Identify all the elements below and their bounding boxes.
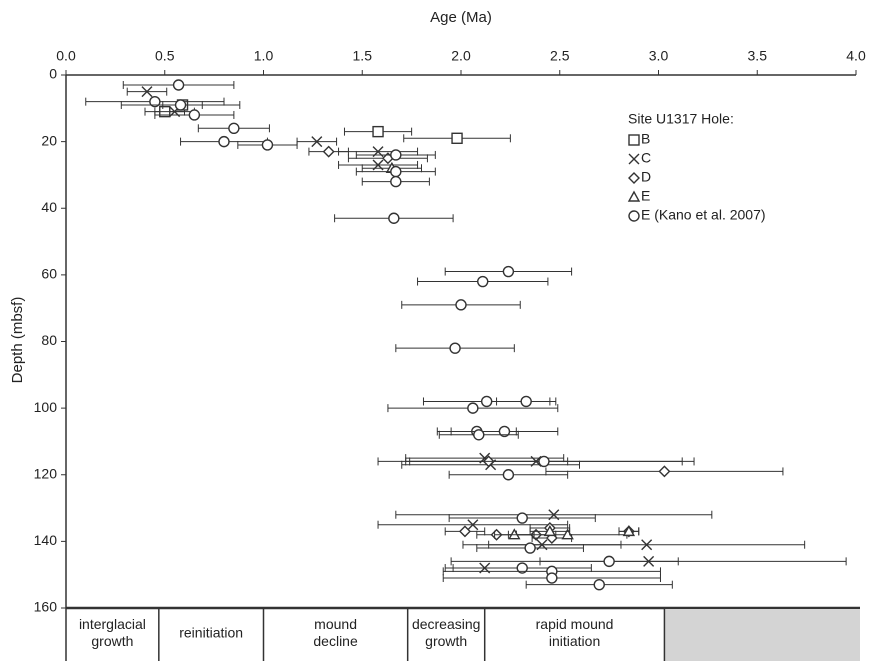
- marker: [455, 299, 467, 311]
- marker: [480, 395, 493, 408]
- y-tick-label: 0: [49, 66, 57, 82]
- marker: [628, 153, 640, 165]
- marker: [546, 572, 558, 584]
- marker: [524, 542, 536, 554]
- phase-label: rapid mound: [536, 616, 614, 632]
- x-tick-label: 1.5: [353, 48, 373, 64]
- y-tick-label: 80: [41, 332, 57, 348]
- marker: [627, 190, 641, 202]
- marker: [467, 402, 479, 414]
- x-tick-label: 0.5: [155, 48, 175, 64]
- x-tick-label: 4.0: [846, 48, 866, 64]
- marker: [477, 275, 489, 288]
- marker: [502, 265, 515, 278]
- marker: [561, 528, 574, 540]
- legend-label: E: [641, 188, 650, 204]
- marker: [628, 210, 640, 222]
- marker: [261, 139, 274, 151]
- marker: [516, 512, 528, 524]
- phase-label: interglacial: [79, 616, 146, 632]
- marker: [473, 429, 485, 441]
- marker: [516, 562, 528, 574]
- x-tick-label: 2.5: [550, 48, 570, 64]
- phase-label: growth: [91, 633, 133, 649]
- marker: [603, 555, 615, 568]
- marker: [188, 109, 201, 121]
- marker: [593, 578, 605, 591]
- marker: [458, 525, 471, 538]
- phase-label: decline: [313, 633, 358, 649]
- marker: [467, 519, 479, 531]
- x-axis-title: Age (Ma): [430, 9, 492, 26]
- x-tick-label: 3.5: [748, 48, 768, 64]
- phase-label: decreasing: [412, 616, 481, 632]
- marker: [543, 524, 557, 537]
- legend-label: C: [641, 150, 651, 166]
- y-axis-title: Depth (mbsf): [9, 297, 26, 384]
- y-tick-label: 60: [41, 266, 57, 282]
- marker: [218, 135, 230, 148]
- x-tick-label: 0.0: [56, 48, 76, 64]
- phase-label: mound: [314, 616, 357, 632]
- x-tick-label: 1.0: [254, 48, 274, 64]
- y-tick-label: 140: [34, 532, 58, 548]
- y-tick-label: 100: [34, 399, 58, 415]
- marker: [149, 95, 161, 108]
- y-tick-label: 160: [34, 599, 58, 615]
- marker: [641, 539, 653, 551]
- marker: [322, 145, 335, 158]
- marker: [228, 122, 240, 135]
- legend-label: D: [641, 169, 651, 185]
- y-tick-label: 40: [41, 199, 57, 215]
- marker: [390, 149, 402, 161]
- marker: [628, 134, 640, 146]
- marker: [498, 425, 511, 438]
- x-tick-label: 2.0: [451, 48, 471, 64]
- legend-label: E (Kano et al. 2007): [641, 207, 766, 223]
- marker: [174, 99, 187, 111]
- y-tick-label: 120: [34, 465, 58, 481]
- marker: [388, 212, 400, 224]
- marker: [390, 175, 402, 188]
- marker: [311, 136, 323, 148]
- marker: [658, 465, 671, 478]
- marker: [449, 342, 461, 354]
- marker: [172, 79, 185, 91]
- marker: [390, 165, 402, 178]
- marker: [628, 172, 640, 184]
- phase-label: reinitiation: [179, 625, 243, 641]
- marker: [520, 395, 532, 408]
- marker: [451, 132, 463, 144]
- phase-label: growth: [425, 633, 467, 649]
- marker: [141, 86, 153, 98]
- marker: [538, 455, 550, 468]
- phase-shaded: [664, 609, 860, 661]
- marker: [372, 125, 384, 138]
- legend-title: Site U1317 Hole:: [628, 111, 734, 127]
- phase-label: initiation: [549, 633, 600, 649]
- legend-label: B: [641, 131, 650, 147]
- y-tick-label: 20: [41, 132, 57, 148]
- marker: [502, 469, 515, 481]
- marker: [622, 524, 636, 537]
- x-tick-label: 3.0: [649, 48, 669, 64]
